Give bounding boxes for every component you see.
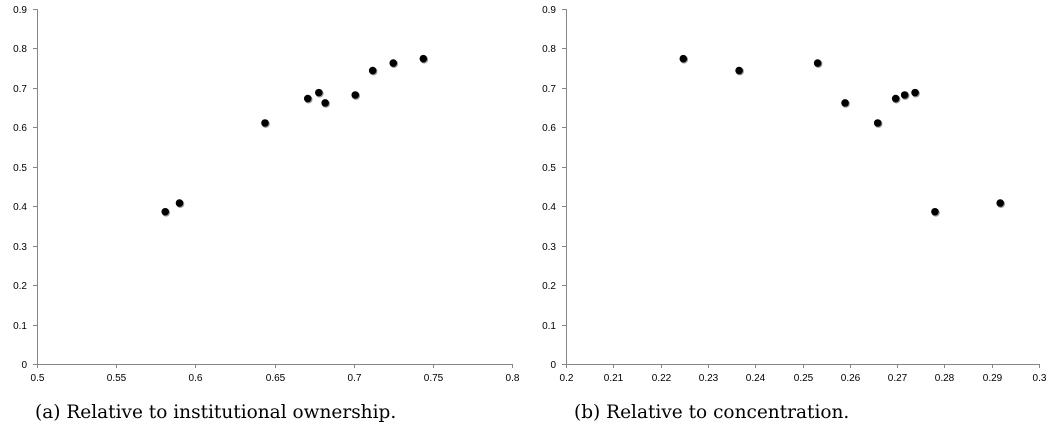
- x-tick-label: 0.22: [652, 373, 672, 384]
- data-point: [368, 66, 377, 75]
- data-point: [873, 119, 882, 127]
- y-tick-label: 0.3: [13, 242, 27, 253]
- data-point: [419, 54, 428, 63]
- data-point: [996, 199, 1005, 207]
- chart-b: 0 0.1 0.2 0.3 0.4 0.5 0.6 0.7 0.8 0.9 0.2 0.21 0.22 0…: [542, 5, 1047, 384]
- data-point: [735, 66, 743, 75]
- data-point: [389, 59, 398, 67]
- caption-b: (b) Relative to concentration.: [574, 402, 850, 423]
- data-point: [911, 88, 919, 97]
- y-tick-label: 0.7: [542, 84, 556, 95]
- y-tick-label: 0.5: [542, 163, 556, 174]
- data-point: [841, 99, 849, 107]
- data-point: [931, 207, 939, 216]
- x-tick-label: 0.7: [348, 373, 362, 384]
- y-tick-label: 0.1: [542, 321, 556, 332]
- x-tick-label: 0.75: [424, 373, 444, 384]
- y-tick-label: 0.2: [542, 281, 556, 292]
- x-tick-label: 0.25: [794, 373, 814, 384]
- x-tick-label: 0.55: [107, 373, 127, 384]
- data-point: [900, 91, 909, 99]
- x-tick-label: 0.21: [604, 373, 624, 384]
- y-tick-label: 0.1: [13, 321, 27, 332]
- x-tick-label: 0.24: [746, 373, 766, 384]
- data-point: [679, 54, 688, 63]
- y-tick-label: 0.9: [13, 5, 27, 16]
- x-tick-label: 0.29: [983, 373, 1003, 384]
- x-tick-label: 0.2: [560, 373, 574, 384]
- x-tick-label: 0.5: [31, 373, 45, 384]
- data-point: [321, 99, 329, 107]
- data-point: [315, 88, 323, 97]
- y-tick-label: 0.4: [542, 202, 556, 213]
- y-tick-label: 0: [550, 360, 556, 371]
- y-tick-label: 0: [21, 360, 27, 371]
- chart-a: 0 0.1 0.2 0.3 0.4 0.5 0.6 0.7 0.8 0.9 0.5 0.55 0.6 0.…: [13, 5, 520, 384]
- y-tick-label: 0.4: [13, 202, 27, 213]
- y-tick-label: 0.6: [542, 123, 556, 134]
- data-point: [351, 91, 360, 99]
- y-tick-label: 0.8: [542, 44, 556, 55]
- x-tick-label: 0.65: [266, 373, 286, 384]
- x-tick-label: 0.28: [935, 373, 955, 384]
- x-tick-label: 0.8: [506, 373, 520, 384]
- x-tick-label: 0.6: [189, 373, 203, 384]
- data-point: [161, 207, 170, 216]
- y-tick-label: 0.3: [542, 242, 556, 253]
- data-point: [303, 94, 312, 103]
- data-point: [175, 199, 184, 207]
- x-tick-label: 0.3: [1033, 373, 1047, 384]
- y-tick-label: 0.5: [13, 163, 27, 174]
- data-point: [261, 119, 269, 127]
- caption-a: (a) Relative to institutional ownership.: [35, 402, 397, 423]
- y-tick-label: 0.8: [13, 44, 27, 55]
- x-tick-label: 0.26: [841, 373, 861, 384]
- y-tick-label: 0.9: [542, 5, 556, 16]
- data-point: [891, 94, 900, 103]
- data-point: [813, 59, 822, 67]
- x-tick-label: 0.23: [699, 373, 719, 384]
- y-tick-label: 0.6: [13, 123, 27, 134]
- x-tick-label: 0.27: [888, 373, 908, 384]
- y-tick-label: 0.7: [13, 84, 27, 95]
- y-tick-label: 0.2: [13, 281, 27, 292]
